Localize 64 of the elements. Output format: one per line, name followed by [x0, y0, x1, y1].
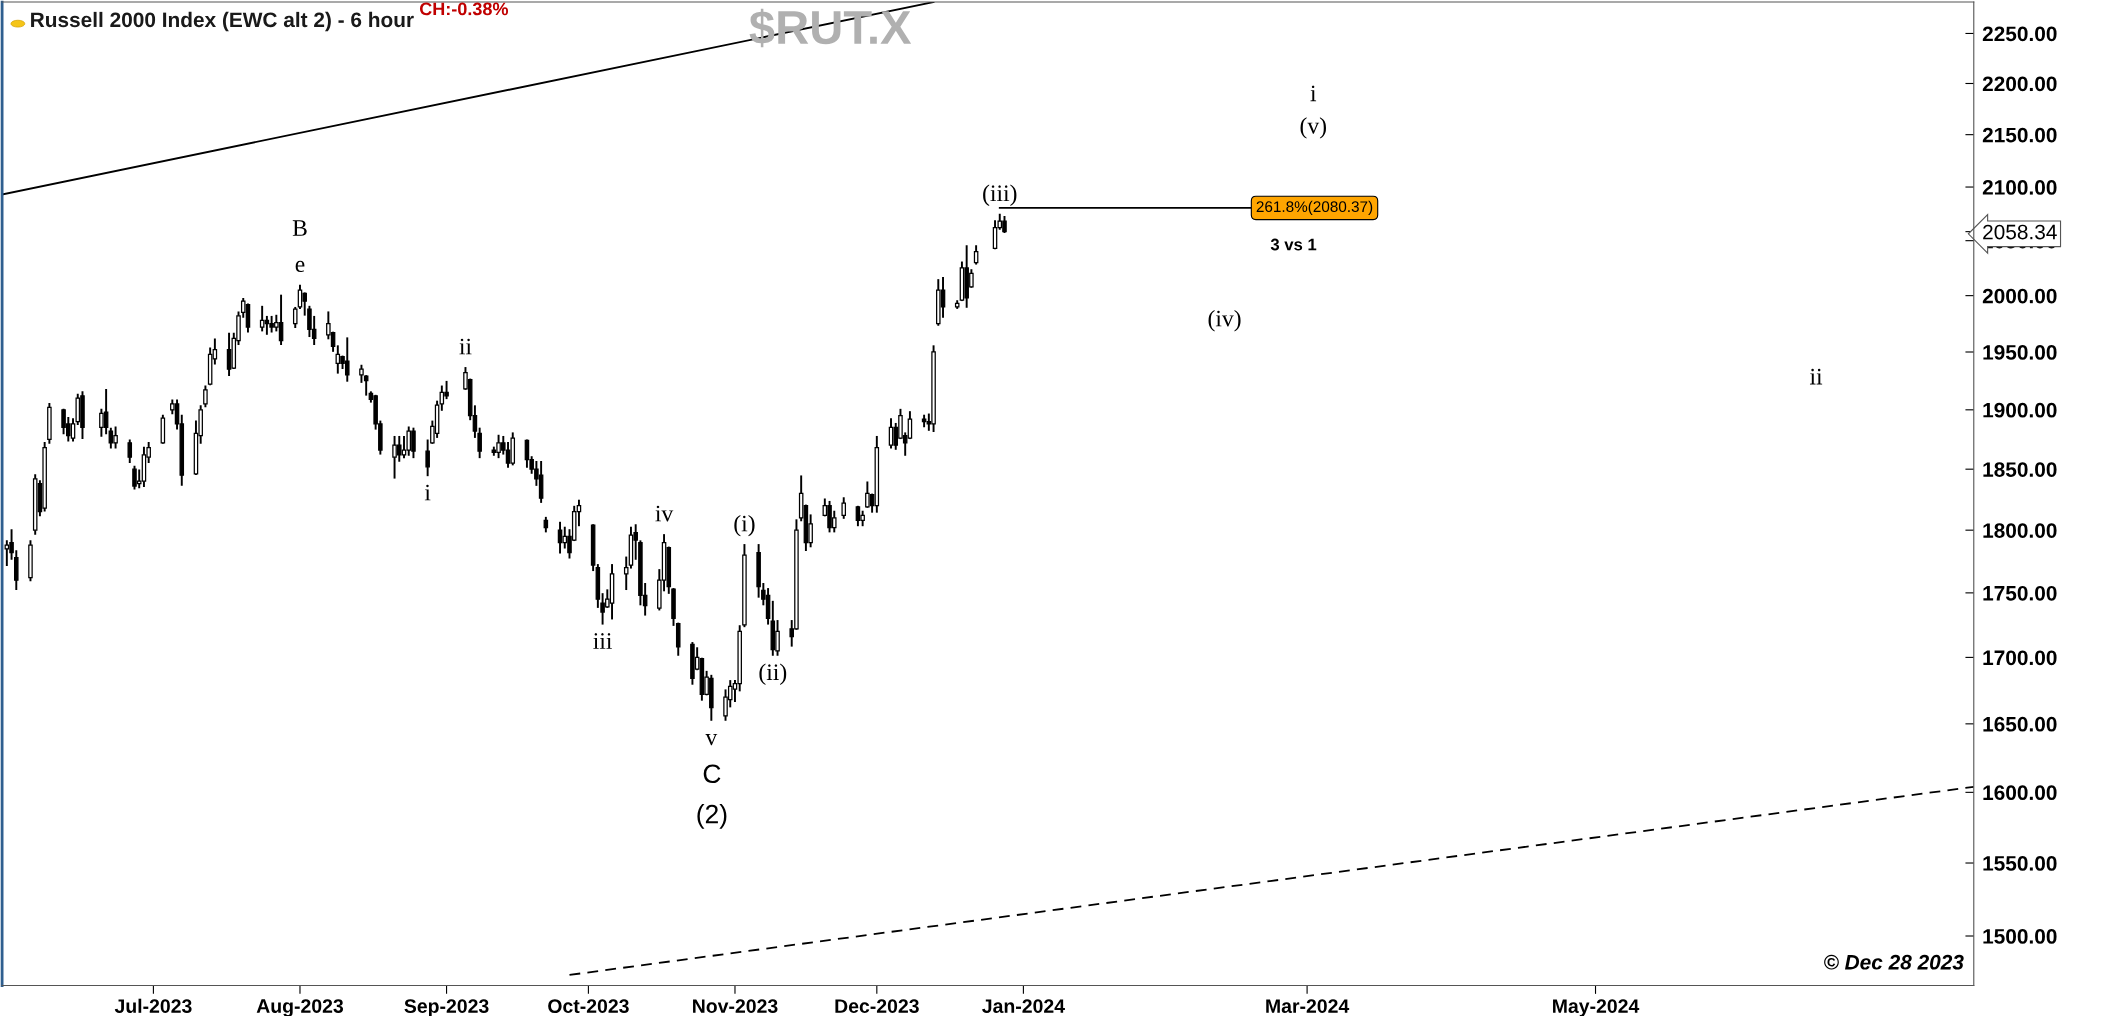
candlestick [344, 337, 350, 382]
candlestick [99, 408, 104, 437]
x-tick-label: Jul-2023 [114, 998, 192, 1014]
y-tick-label: 1800.00 [1983, 523, 2057, 538]
y-tick-label: 1650.00 [1983, 716, 2057, 732]
annotation: C [703, 764, 721, 784]
x-tick-label: Sep-2023 [404, 999, 489, 1016]
candlestick [108, 427, 114, 449]
x-tick-label: Dec-2023 [835, 999, 919, 1014]
annotation: iii [593, 633, 612, 649]
y-tick-label: 1700.00 [1983, 650, 2057, 666]
candlestick [992, 220, 998, 250]
candlestick [259, 305, 265, 332]
candlestick [4, 540, 10, 567]
y-tick-label: 2058.34 [1983, 224, 2057, 240]
y-tick-label: 2200.00 [1982, 76, 2057, 92]
y-tick-label: 2250.00 [1982, 26, 2057, 42]
candlestick [841, 497, 847, 519]
candlestick [562, 526, 568, 549]
annotation: (v) [1300, 117, 1326, 139]
x-tick-label: Mar-2024 [1266, 999, 1350, 1013]
candlestick [505, 441, 511, 468]
x-tick-label: May-2024 [1553, 999, 1640, 1016]
y-tick-label: 1850.00 [1983, 462, 2057, 477]
x-tick-label: Nov-2023 [693, 999, 778, 1014]
candlestick [245, 303, 251, 333]
x-tick-label: Oct-2023 [548, 999, 629, 1014]
annotation: ii [459, 338, 472, 355]
y-tick-label: 1500.00 [1983, 929, 2057, 944]
annotation: v [705, 734, 718, 746]
annotation: B [292, 220, 307, 236]
y-tick-label: 1750.00 [1983, 585, 2057, 601]
annotation: i [424, 484, 431, 501]
x-tick-label: Jan-2024 [982, 999, 1065, 1013]
candlestick [203, 385, 208, 408]
candlestick [396, 435, 402, 462]
annotation: (iii) [983, 184, 1017, 207]
annotation: iv [655, 505, 674, 522]
y-tick-label: 2150.00 [1982, 127, 2057, 143]
chart-title: Russell 2000 Index (EWC alt 2) - 6 hour [31, 11, 414, 32]
y-tick-label: 1550.00 [1983, 856, 2057, 871]
annotation: (ii) [759, 663, 787, 685]
annotation: i [1310, 85, 1317, 102]
annotation: (iv) [1208, 309, 1241, 332]
candlestick [406, 426, 412, 456]
candlestick [226, 332, 232, 376]
annotation: 3 vs 1 [1270, 238, 1317, 251]
y-tick-label: 1600.00 [1983, 785, 2057, 801]
candlestick [675, 622, 681, 656]
y-tick-label: 2100.00 [1982, 180, 2057, 195]
data-label: 261.8%(2080.37) [1256, 200, 1373, 216]
candlestick [855, 505, 861, 527]
y-tick-label: 1950.00 [1983, 345, 2057, 360]
annotation: © Dec 28 2023 [1824, 954, 1964, 970]
annotation: e [295, 260, 305, 273]
y-tick-label: 1900.00 [1983, 402, 2057, 418]
candlestick [113, 426, 118, 449]
x-tick-label: Aug-2023 [256, 999, 344, 1016]
annotation: ii [1809, 368, 1823, 385]
chart-subtitle: CH:-0.38% [419, 2, 509, 16]
annotation: (i) [734, 514, 755, 537]
y-tick-label: 2000.00 [1982, 288, 2057, 304]
candlestick [127, 439, 133, 463]
annotation: (2) [697, 804, 727, 829]
